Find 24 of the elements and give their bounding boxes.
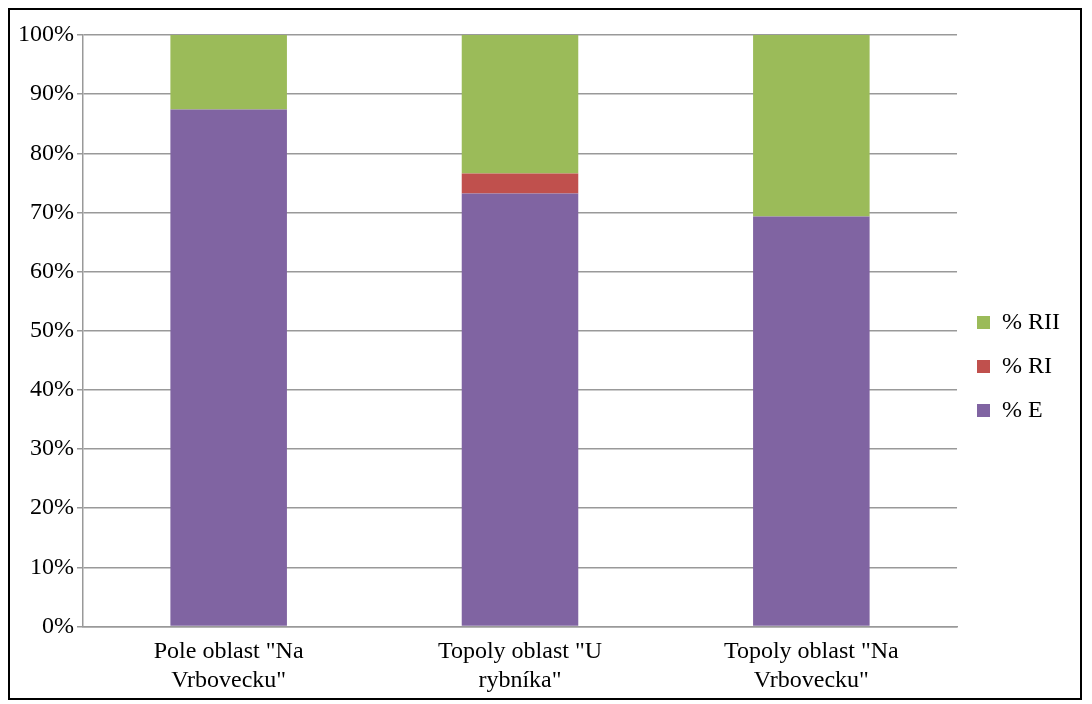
y-tick-label: 70% — [29, 197, 74, 224]
bar — [461, 193, 579, 626]
legend-label: % E — [1002, 395, 1043, 422]
y-tick-label: 10% — [29, 552, 74, 579]
x-tick-label: Pole oblast "Na Vrbovecku" — [153, 637, 304, 692]
y-tick-label: 40% — [29, 375, 74, 402]
y-tick-label: 30% — [29, 434, 74, 461]
legend-label: % RI — [1002, 351, 1053, 378]
bar — [170, 109, 287, 626]
x-tick-label: Topoly oblast "Na Vrbovecku" — [723, 637, 900, 692]
y-tick-label: 80% — [29, 138, 74, 165]
y-tick-label: 90% — [29, 79, 74, 106]
y-tick-label: 20% — [29, 493, 74, 520]
bar — [461, 173, 579, 194]
legend-label: % RII — [1002, 307, 1061, 334]
bar — [461, 35, 579, 174]
x-tick-label: Topoly oblast "U rybníka" — [437, 637, 603, 692]
bar — [170, 35, 287, 110]
bar — [753, 216, 870, 626]
y-tick-label: 50% — [29, 316, 74, 342]
y-tick-label: 0% — [41, 611, 74, 638]
y-tick-label: 60% — [29, 256, 74, 283]
y-tick-label: 100% — [17, 20, 74, 47]
bar — [753, 35, 870, 217]
